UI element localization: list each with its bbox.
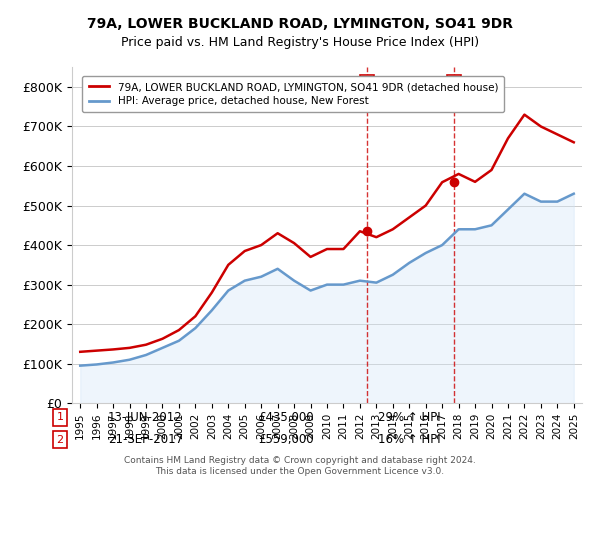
- Legend: 79A, LOWER BUCKLAND ROAD, LYMINGTON, SO41 9DR (detached house), HPI: Average pri: 79A, LOWER BUCKLAND ROAD, LYMINGTON, SO4…: [82, 76, 505, 113]
- Text: 79A, LOWER BUCKLAND ROAD, LYMINGTON, SO41 9DR: 79A, LOWER BUCKLAND ROAD, LYMINGTON, SO4…: [87, 17, 513, 31]
- Text: 1: 1: [56, 412, 64, 422]
- Text: Contains HM Land Registry data © Crown copyright and database right 2024.
This d: Contains HM Land Registry data © Crown c…: [124, 456, 476, 476]
- Text: 1: 1: [364, 78, 371, 88]
- Text: 13-JUN-2012: 13-JUN-2012: [108, 410, 183, 424]
- Text: £559,000: £559,000: [258, 433, 314, 446]
- Text: 2: 2: [56, 435, 64, 445]
- Text: 16% ↑ HPI: 16% ↑ HPI: [378, 433, 440, 446]
- Text: 2: 2: [451, 78, 458, 88]
- Text: £435,000: £435,000: [258, 410, 314, 424]
- Text: 21-SEP-2017: 21-SEP-2017: [108, 433, 183, 446]
- Text: 29% ↑ HPI: 29% ↑ HPI: [378, 410, 440, 424]
- Text: Price paid vs. HM Land Registry's House Price Index (HPI): Price paid vs. HM Land Registry's House …: [121, 36, 479, 49]
